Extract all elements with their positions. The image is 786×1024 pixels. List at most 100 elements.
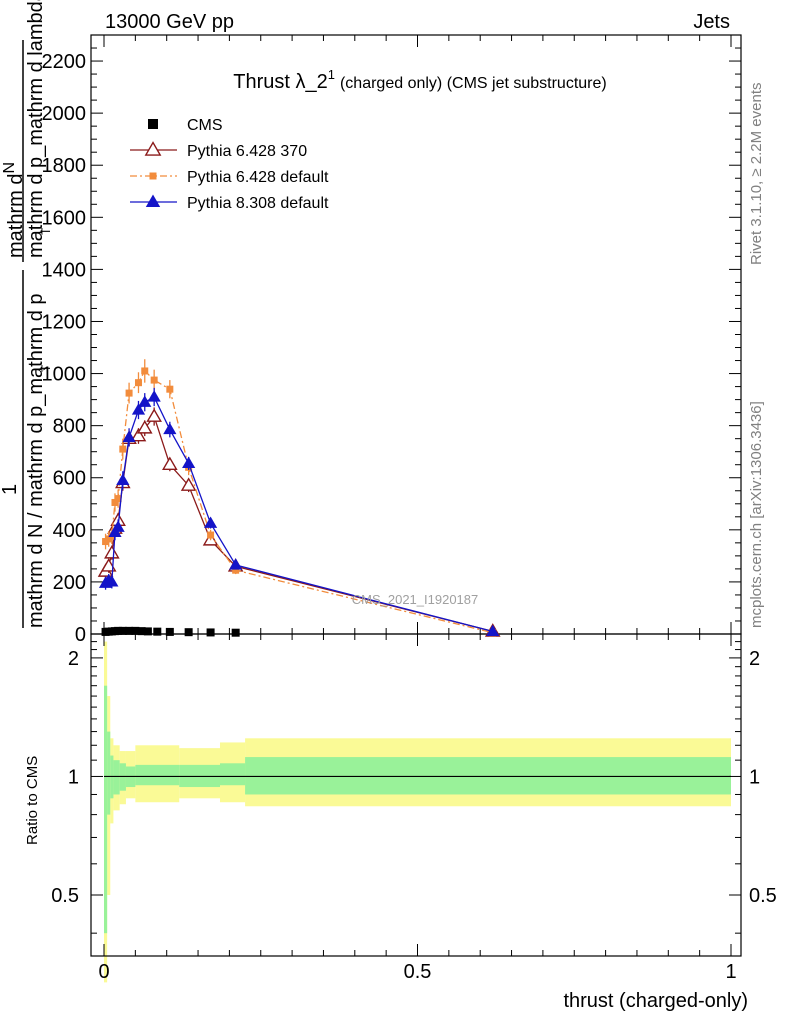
header-energy-label: 13000 GeV pp: [105, 11, 234, 33]
data-point: [143, 627, 152, 636]
y-tick-label: 0: [75, 624, 86, 646]
legend-entry: Pythia 8.308 default: [130, 194, 329, 212]
data-point: [229, 558, 243, 570]
data-point: [118, 626, 127, 635]
y-tick-label: 2000: [42, 103, 87, 125]
series-1: [97, 407, 501, 637]
rivet-version-label: Rivet 3.1.10, ≥ 2.2M events: [748, 83, 765, 266]
y-axis-label-top2-sub: T: [39, 227, 53, 235]
analysis-watermark: CMS_2021_I1920187: [352, 592, 479, 607]
ratio-uncertainty-bands: [104, 641, 731, 983]
data-point: [146, 408, 162, 422]
data-point: [150, 376, 158, 384]
data-point: [131, 403, 146, 415]
legend-marker: [144, 141, 162, 156]
chart-title: Thrust λ_21 (charged only) (CMS jet subst…: [233, 67, 606, 93]
y-axis-label-one: 1: [0, 484, 21, 495]
ratio-y-tick-label: 1: [68, 766, 79, 788]
y-tick-label: 2200: [42, 51, 87, 73]
chart-title-main: Thrust λ_2: [233, 71, 327, 93]
data-point: [141, 367, 149, 375]
data-point: [125, 389, 133, 397]
data-point: [114, 495, 122, 503]
series-0: [101, 626, 240, 637]
ratio-inner-band: [219, 763, 246, 786]
data-point: [180, 477, 197, 491]
series-3: [98, 387, 500, 637]
data-point: [137, 627, 146, 636]
legend-entry: CMS: [148, 117, 223, 134]
y-axis-label-top: mathrm dN: [1, 162, 27, 258]
data-point: [206, 628, 215, 637]
ratio-y-tick-label: 2: [68, 648, 79, 670]
ratio-inner-band: [107, 731, 111, 815]
y-axis-label: mathrm dN mathrm d p_mathrm d lambda T 1…: [0, 0, 53, 628]
data-point: [114, 626, 123, 635]
data-point: [134, 379, 142, 387]
series-layer: [97, 359, 501, 637]
data-point: [207, 531, 215, 539]
y-axis-label-bottom: mathrm d N / mathrm d p_mathrm d p: [25, 293, 47, 628]
y-tick-label: 200: [53, 572, 86, 594]
ratio-inner-band: [245, 757, 731, 795]
data-point: [147, 390, 161, 402]
data-point: [116, 473, 130, 485]
ratio-y-tick-label-right: 0.5: [749, 885, 777, 907]
ratio-y-tick-label: 0.5: [51, 885, 79, 907]
data-point: [119, 445, 127, 453]
chart-title-sup: 1: [328, 67, 335, 82]
ratio-inner-band: [104, 685, 108, 934]
x-tick-label: 1: [725, 961, 736, 983]
mcplots-label: mcplots.cern.ch [arXiv:1306.3436]: [748, 401, 765, 628]
y-tick-label: 1800: [42, 155, 87, 177]
main-plot-axes: 0 200 400 600 800 1000 1200 1400 1600 1800 2000 220…: [42, 34, 742, 646]
ratio-inner-band: [113, 760, 120, 795]
data-point: [163, 422, 177, 435]
y-tick-label: 600: [53, 468, 86, 490]
data-point: [111, 498, 119, 506]
data-point: [111, 520, 125, 532]
x-axis-label: thrust (charged-only): [563, 990, 748, 1012]
data-point: [136, 420, 153, 434]
data-point: [131, 626, 140, 635]
y-tick-label: 1600: [42, 207, 87, 229]
y-tick-label: 400: [53, 520, 86, 542]
ratio-inner-band: [135, 764, 180, 786]
y-axis-label-top2: mathrm d p_mathrm d lambda: [25, 0, 47, 258]
data-point: [182, 456, 196, 469]
x-tick-label: 0: [98, 961, 109, 983]
legend-label: CMS: [187, 117, 223, 134]
data-point: [232, 566, 240, 574]
data-point: [486, 624, 500, 637]
legend-label: Pythia 8.308 default: [187, 195, 329, 212]
data-point: [153, 627, 162, 636]
data-point: [105, 575, 119, 587]
header-jets-label: Jets: [693, 11, 730, 33]
data-point: [231, 628, 240, 637]
legend-entry: Pythia 6.428 default: [130, 169, 329, 186]
data-point: [104, 545, 120, 559]
ratio-y-axis-label: Ratio to CMS: [24, 756, 41, 845]
data-point: [138, 395, 152, 407]
data-point: [122, 430, 136, 442]
data-point: [184, 628, 193, 637]
y-tick-label: 1400: [42, 259, 87, 281]
legend-marker: [148, 119, 158, 129]
ratio-plot-axes: 0.5 0.5 1 1 2 2 0 0.5 1: [51, 633, 777, 983]
data-point: [166, 385, 174, 393]
legend-marker: [149, 172, 157, 180]
data-point: [125, 626, 134, 635]
y-tick-label: 800: [53, 416, 86, 438]
data-point: [165, 627, 174, 636]
legend-label: Pythia 6.428 370: [187, 143, 307, 160]
ratio-plot-frame: [90, 633, 742, 957]
data-point: [130, 427, 147, 442]
y-tick-label: 1200: [42, 311, 87, 333]
ratio-y-tick-label-right: 2: [749, 648, 760, 670]
ratio-y-tick-label-right: 1: [749, 766, 760, 788]
legend-marker: [145, 194, 161, 208]
x-tick-label: 0.5: [404, 961, 432, 983]
data-point: [100, 558, 117, 572]
chart-title-rest: (charged only) (CMS jet substructure): [340, 75, 607, 92]
